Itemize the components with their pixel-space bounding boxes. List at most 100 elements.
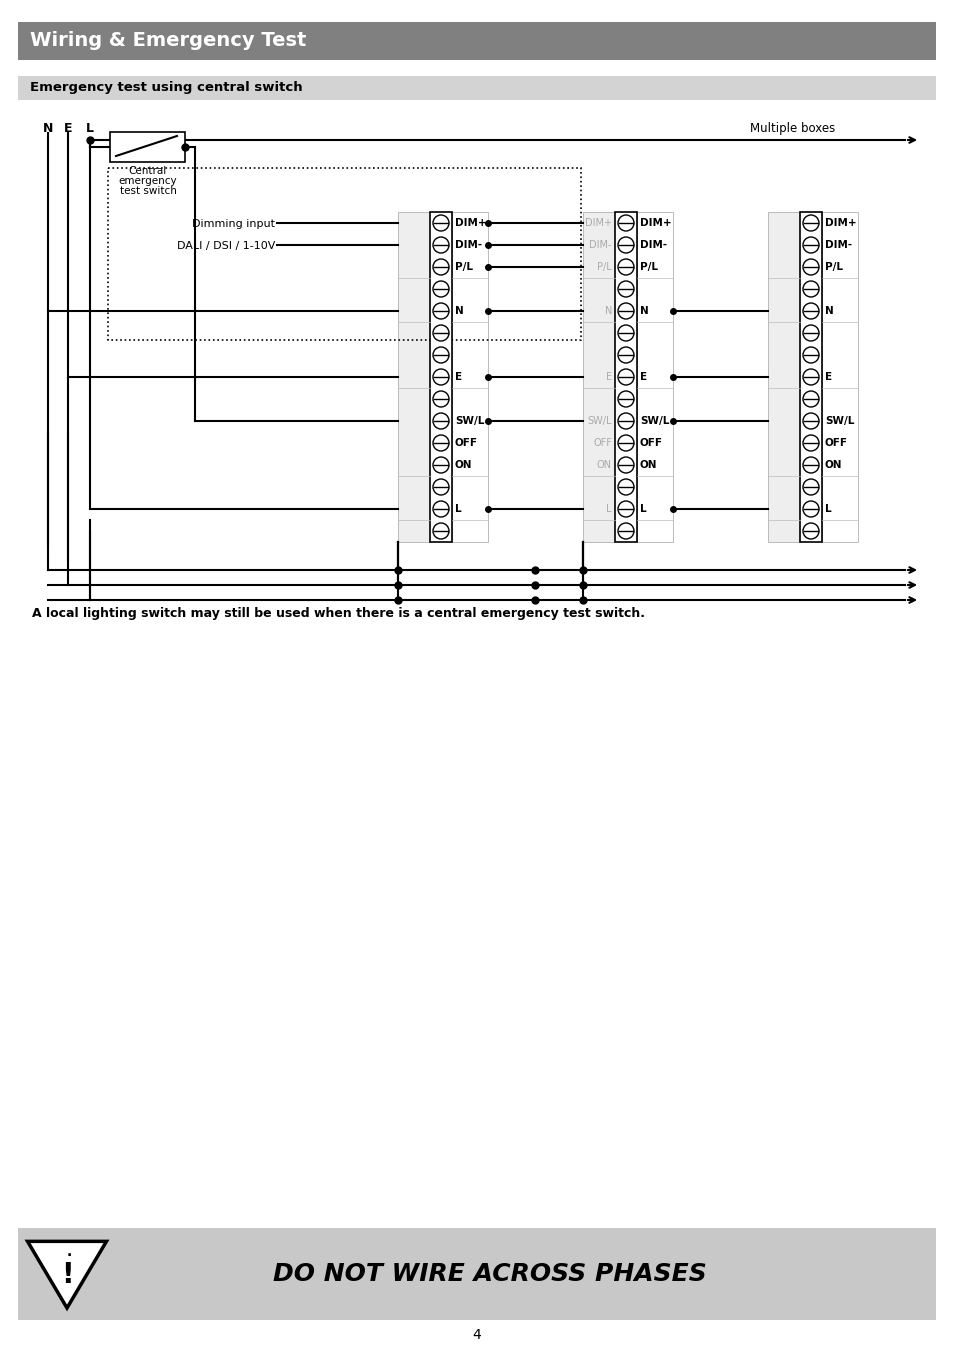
Circle shape xyxy=(618,435,634,451)
Text: N: N xyxy=(824,306,833,316)
Text: OFF: OFF xyxy=(824,437,847,448)
Polygon shape xyxy=(28,1242,107,1308)
Circle shape xyxy=(618,522,634,539)
Text: Dimming input: Dimming input xyxy=(192,219,274,230)
Circle shape xyxy=(433,413,449,429)
Circle shape xyxy=(433,392,449,406)
Text: N: N xyxy=(639,306,648,316)
Bar xyxy=(18,22,935,59)
Text: 4: 4 xyxy=(472,1328,481,1342)
Text: P/L: P/L xyxy=(824,262,842,271)
Circle shape xyxy=(618,479,634,495)
Circle shape xyxy=(802,369,818,385)
Text: DIM-: DIM- xyxy=(639,240,666,250)
Text: DO NOT WIRE ACROSS PHASES: DO NOT WIRE ACROSS PHASES xyxy=(273,1262,706,1287)
Circle shape xyxy=(433,522,449,539)
Circle shape xyxy=(802,479,818,495)
Circle shape xyxy=(802,325,818,342)
Text: SW/L: SW/L xyxy=(824,416,854,427)
Circle shape xyxy=(433,369,449,385)
Text: N: N xyxy=(43,122,53,135)
Text: N: N xyxy=(604,306,612,316)
Text: OFF: OFF xyxy=(455,437,477,448)
Bar xyxy=(582,212,615,541)
Text: .: . xyxy=(67,1245,71,1260)
Circle shape xyxy=(618,369,634,385)
Text: E: E xyxy=(605,373,612,382)
Circle shape xyxy=(618,238,634,252)
Circle shape xyxy=(433,259,449,275)
Circle shape xyxy=(618,325,634,342)
Text: DIM-: DIM- xyxy=(455,240,481,250)
Text: A local lighting switch may still be used when there is a central emergency test: A local lighting switch may still be use… xyxy=(32,608,644,621)
Text: Multiple boxes: Multiple boxes xyxy=(749,122,835,135)
Text: DIM-: DIM- xyxy=(824,240,851,250)
Bar xyxy=(18,76,935,100)
Circle shape xyxy=(433,281,449,297)
Text: L: L xyxy=(606,504,612,514)
Circle shape xyxy=(618,458,634,472)
Text: L: L xyxy=(639,504,646,514)
Circle shape xyxy=(802,281,818,297)
Circle shape xyxy=(433,458,449,472)
Text: OFF: OFF xyxy=(639,437,662,448)
Circle shape xyxy=(802,215,818,231)
Bar xyxy=(821,212,857,541)
Text: P/L: P/L xyxy=(455,262,473,271)
Bar xyxy=(637,212,672,541)
Text: ON: ON xyxy=(639,460,657,470)
Circle shape xyxy=(618,215,634,231)
Text: E: E xyxy=(824,373,831,382)
Text: E: E xyxy=(64,122,72,135)
Text: L: L xyxy=(86,122,94,135)
Bar xyxy=(800,212,821,541)
Text: N: N xyxy=(455,306,463,316)
Circle shape xyxy=(433,215,449,231)
Text: DIM+: DIM+ xyxy=(824,217,856,228)
Bar xyxy=(615,212,637,541)
Circle shape xyxy=(802,347,818,363)
Circle shape xyxy=(618,392,634,406)
Circle shape xyxy=(802,259,818,275)
Text: Emergency test using central switch: Emergency test using central switch xyxy=(30,81,302,95)
Text: E: E xyxy=(455,373,461,382)
Bar xyxy=(108,167,580,340)
Text: SW/L: SW/L xyxy=(455,416,484,427)
Bar xyxy=(767,212,800,541)
Circle shape xyxy=(618,259,634,275)
Circle shape xyxy=(433,238,449,252)
Text: OFF: OFF xyxy=(593,437,612,448)
Text: DIM+: DIM+ xyxy=(455,217,486,228)
Text: emergency: emergency xyxy=(118,176,177,186)
Bar xyxy=(452,212,488,541)
Bar xyxy=(430,212,452,541)
Circle shape xyxy=(618,281,634,297)
Circle shape xyxy=(802,435,818,451)
Text: test switch: test switch xyxy=(119,186,176,196)
Circle shape xyxy=(433,302,449,319)
Circle shape xyxy=(433,325,449,342)
Text: P/L: P/L xyxy=(639,262,658,271)
Circle shape xyxy=(802,413,818,429)
Text: E: E xyxy=(639,373,646,382)
Text: SW/L: SW/L xyxy=(587,416,612,427)
Text: DALI / DSI / 1-10V: DALI / DSI / 1-10V xyxy=(176,242,274,251)
Bar xyxy=(397,212,430,541)
Bar xyxy=(110,132,185,162)
Circle shape xyxy=(433,347,449,363)
Text: Wiring & Emergency Test: Wiring & Emergency Test xyxy=(30,31,306,50)
Text: ON: ON xyxy=(597,460,612,470)
Text: DIM+: DIM+ xyxy=(584,217,612,228)
Circle shape xyxy=(802,238,818,252)
Circle shape xyxy=(802,522,818,539)
Text: ON: ON xyxy=(455,460,472,470)
Text: P/L: P/L xyxy=(597,262,612,271)
Bar xyxy=(18,1228,935,1320)
Circle shape xyxy=(433,479,449,495)
Text: ON: ON xyxy=(824,460,841,470)
Text: !: ! xyxy=(61,1261,73,1289)
Text: L: L xyxy=(455,504,461,514)
Circle shape xyxy=(802,501,818,517)
Text: L: L xyxy=(824,504,831,514)
Text: Central: Central xyxy=(129,166,167,176)
